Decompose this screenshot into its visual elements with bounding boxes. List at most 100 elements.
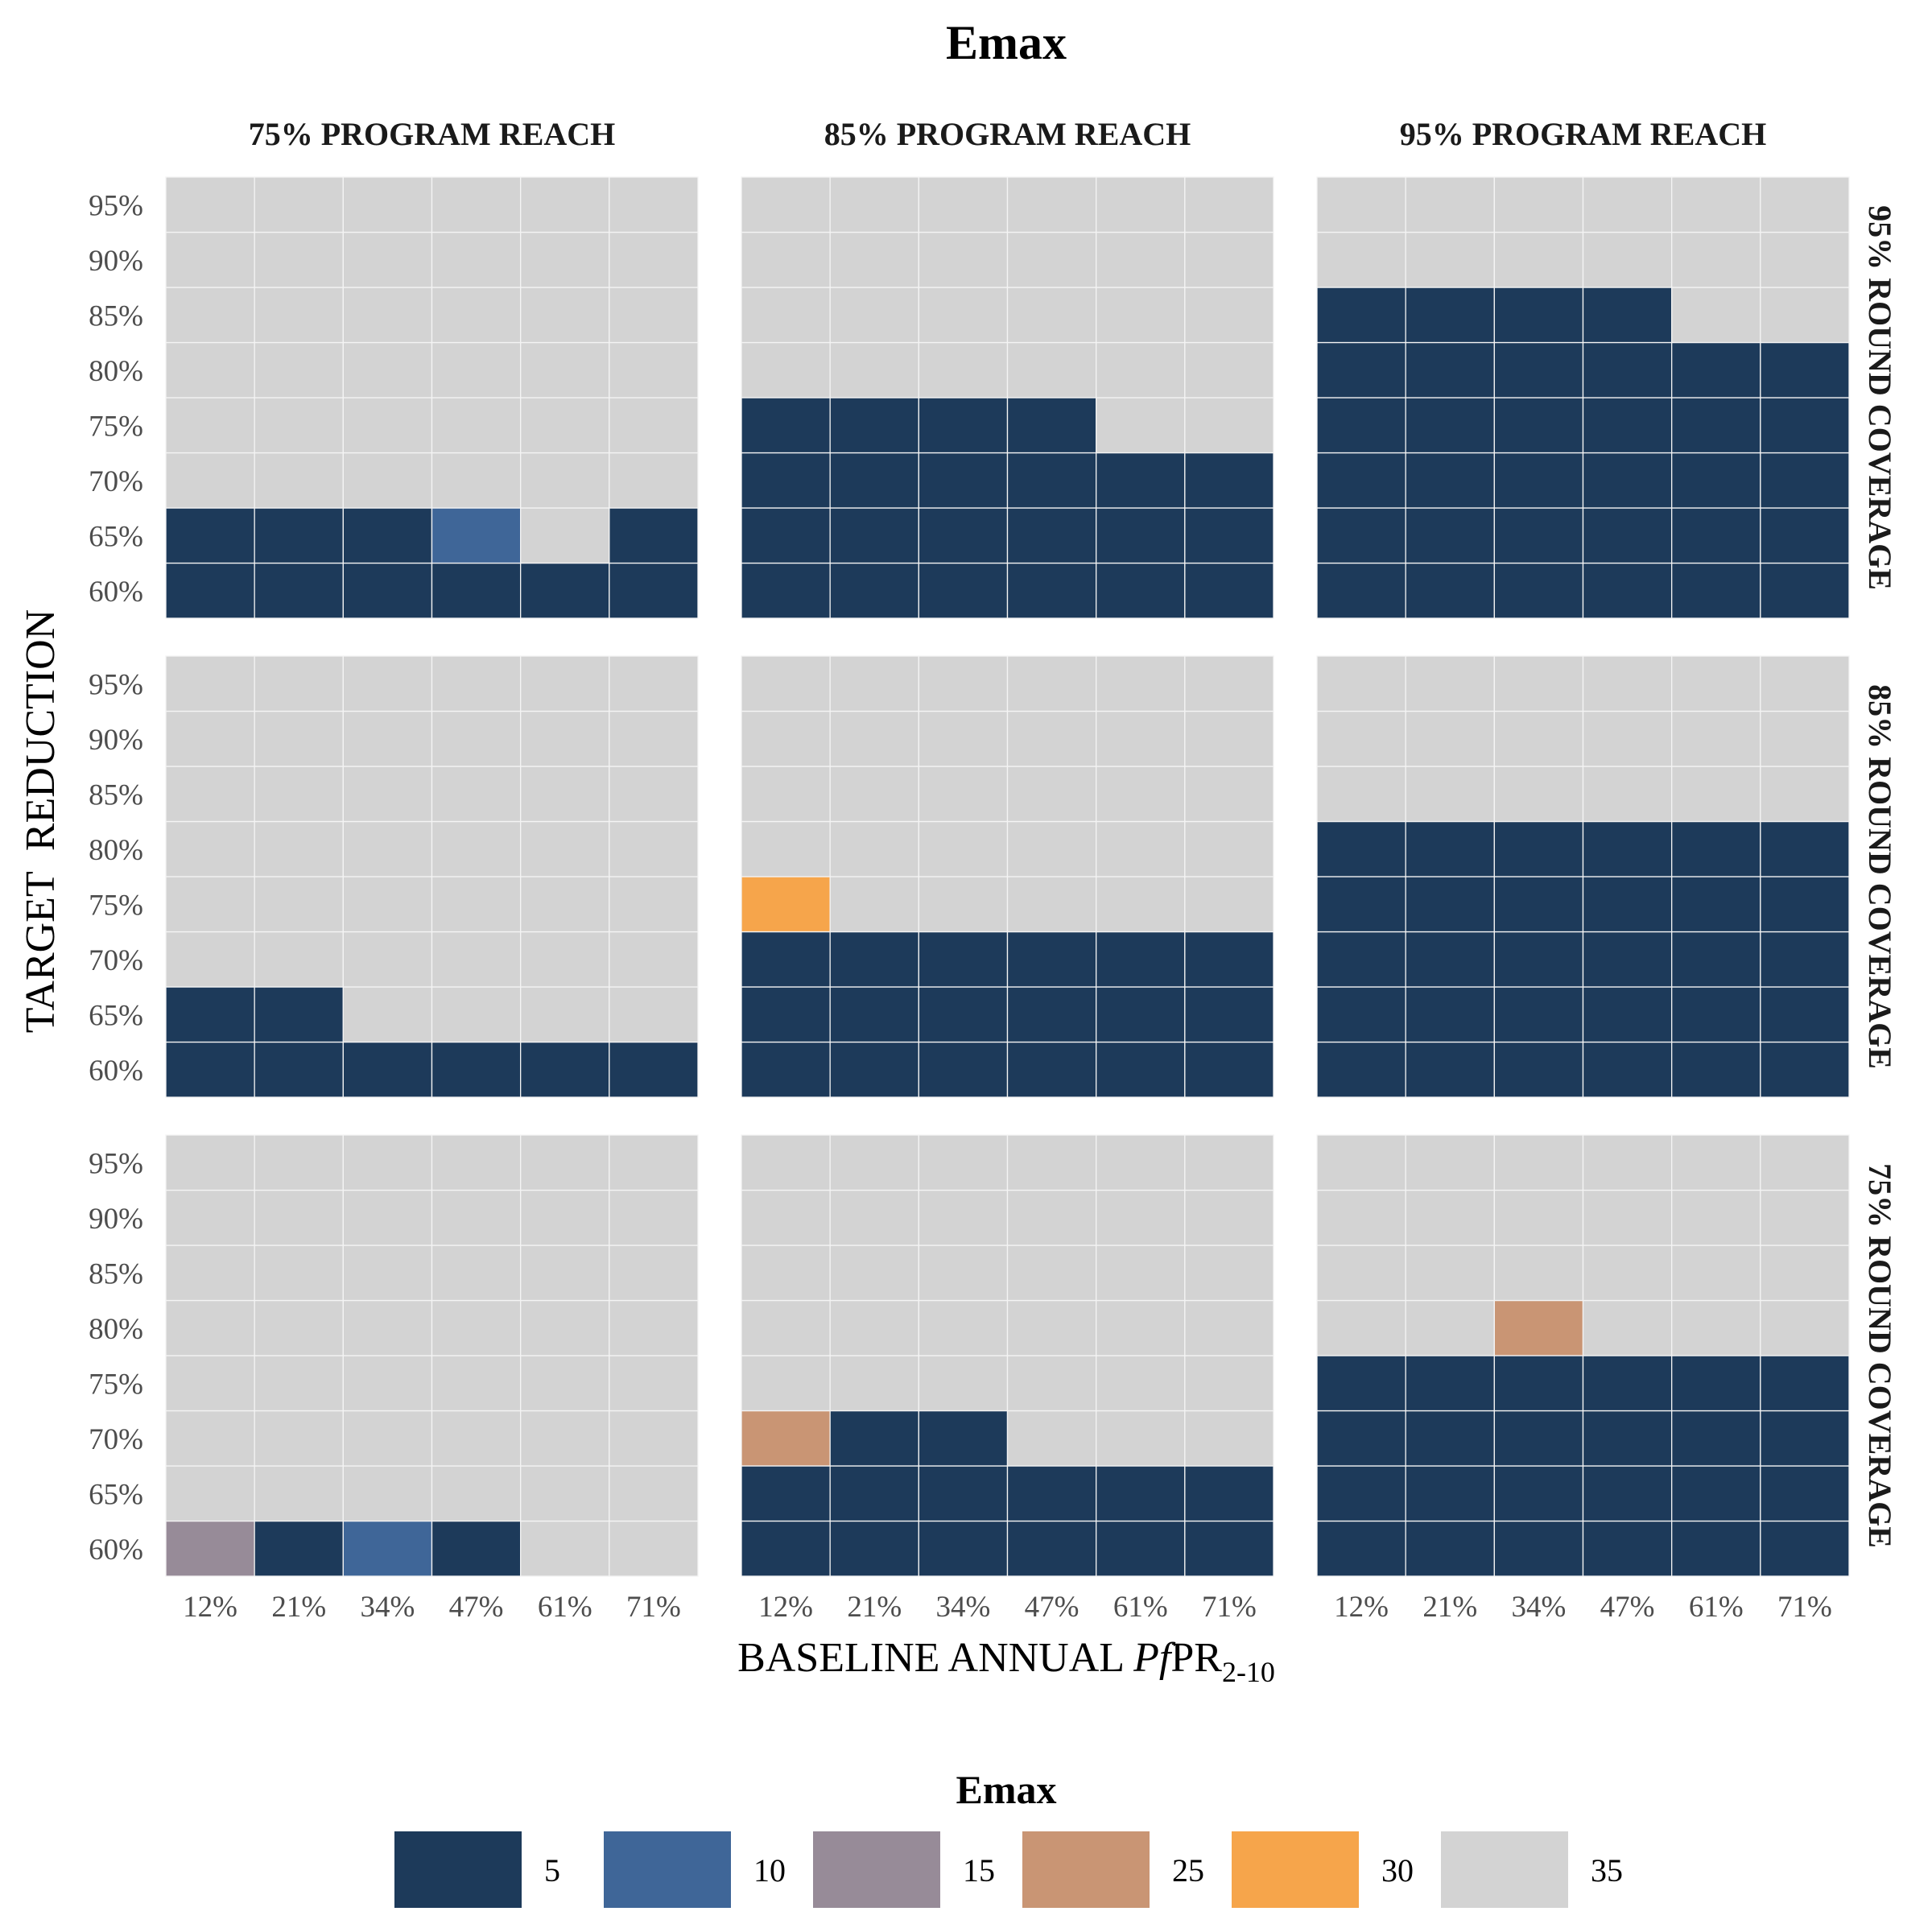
heatmap-cell [918,287,1009,344]
heatmap-cell [254,1355,344,1412]
heatmap-cell [1493,1041,1584,1098]
heatmap-cell [1671,876,1761,933]
heatmap-cell [1184,176,1274,233]
heatmap-cell [431,452,522,509]
heatmap-cell [1096,710,1186,767]
heatmap-cell [1582,562,1673,619]
heatmap-cell [520,507,610,564]
heatmap-cell [165,507,255,564]
heatmap-cell [1671,766,1761,823]
heatmap-cell [1096,1189,1186,1246]
heatmap-cell [254,1465,344,1522]
heatmap-cell [165,986,255,1043]
heatmap-cell [1006,1134,1097,1191]
heatmap-cell [1184,1041,1274,1098]
heatmap-cell [1316,341,1406,398]
heatmap-cell [918,1245,1009,1302]
heatmap-cell [1760,710,1850,767]
heatmap-cell [1582,710,1673,767]
heatmap-cell [918,507,1009,564]
heatmap-cell [1405,452,1495,509]
heatmap-cell [1316,655,1406,712]
heatmap-cell [1184,231,1274,288]
heatmap-cell [741,986,831,1043]
legend-swatch [1022,1831,1150,1908]
column-strip-label: 95% PROGRAM REACH [1400,116,1767,152]
heatmap-cell [165,1189,255,1246]
heatmap-cell [1671,1134,1761,1191]
heatmap-cell [1405,1355,1495,1412]
heatmap-cell [431,876,522,933]
heatmap-cell [254,452,344,509]
heatmap-cell [431,766,522,823]
heatmap-cell [165,1041,255,1098]
heatmap-cell [741,710,831,767]
heatmap-cell [431,986,522,1043]
heatmap-cell [431,341,522,398]
facet-panel [741,176,1274,619]
heatmap-cell [520,562,610,619]
heatmap-cell [609,176,699,233]
legend-title: Emax [956,1767,1057,1812]
heatmap-cell [1493,341,1584,398]
heatmap-cell [1405,820,1495,877]
heatmap-cell [1006,341,1097,398]
heatmap-cell [1316,1041,1406,1098]
x-axis-title-subscript: 2-10 [1222,1656,1275,1688]
heatmap-cell [254,986,344,1043]
heatmap-cell [918,986,1009,1043]
heatmap-cell [1582,287,1673,344]
heatmap-cell [1006,710,1097,767]
heatmap-cell [342,341,433,398]
heatmap-cell [1006,1299,1097,1356]
legend-label: 25 [1172,1852,1204,1889]
heatmap-cell [829,341,919,398]
heatmap-cell [520,176,610,233]
y-tick-label: 70% [89,465,143,498]
heatmap-cell [829,231,919,288]
heatmap-cell [1582,1465,1673,1522]
heatmap-cell [1582,452,1673,509]
heatmap-cell [1405,1520,1495,1577]
heatmap-cell [1760,931,1850,988]
heatmap-cell [431,1245,522,1302]
legend-swatch [394,1831,522,1908]
heatmap-cell [918,1299,1009,1356]
heatmap-cell [342,931,433,988]
heatmap-cell [1405,1189,1495,1246]
column-strip-label: 85% PROGRAM REACH [824,116,1191,152]
heatmap-cell [741,562,831,619]
heatmap-cell [1316,231,1406,288]
heatmap-cell [254,1520,344,1577]
y-tick-label: 85% [89,778,143,811]
heatmap-cell [1006,876,1097,933]
heatmap-cell [165,1465,255,1522]
heatmap-cell [1405,1299,1495,1356]
legend-item: 15 [813,1831,995,1908]
heatmap-cell [1006,766,1097,823]
x-tick-label: 34% [936,1591,991,1624]
heatmap-cell [609,1299,699,1356]
heatmap-cell [342,710,433,767]
heatmap-cell [1760,1189,1850,1246]
heatmap-cell [1582,1041,1673,1098]
legend-item: 25 [1022,1831,1204,1908]
heatmap-cell [918,1189,1009,1246]
heatmap-cell [1493,562,1584,619]
heatmap-cell [1184,507,1274,564]
heatmap-cell [1096,876,1186,933]
heatmap-cell [1493,231,1584,288]
legend-label: 35 [1591,1852,1623,1889]
heatmap-cell [1184,710,1274,767]
y-tick-label: 80% [89,1313,143,1346]
heatmap-cell [1405,710,1495,767]
heatmap-cell [1671,1465,1761,1522]
heatmap-cell [431,287,522,344]
heatmap-cell [918,231,1009,288]
heatmap-cell [741,766,831,823]
heatmap-cell [741,1245,831,1302]
heatmap-cell [741,1410,831,1467]
heatmap-cell [1316,1355,1406,1412]
heatmap-cell [431,1355,522,1412]
